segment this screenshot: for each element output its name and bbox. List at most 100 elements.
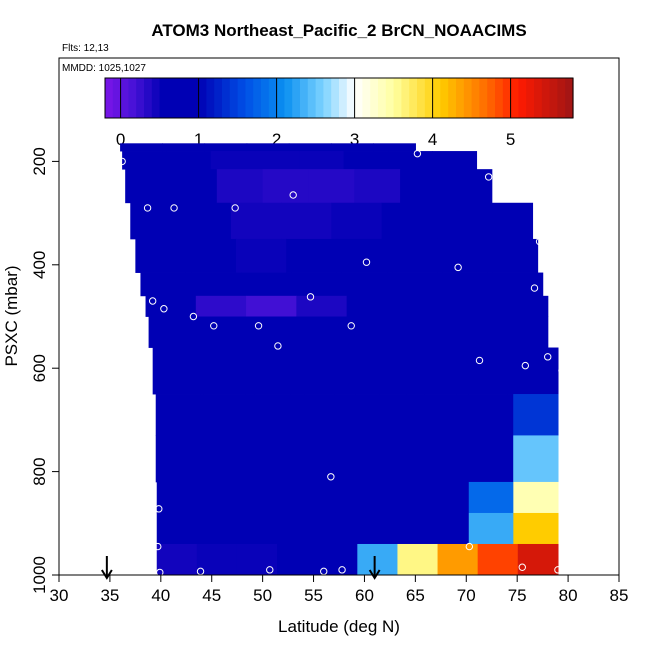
colorbar-cell: [526, 78, 535, 118]
heatmap-cell: [156, 512, 202, 545]
heatmap-cell: [348, 316, 399, 348]
heatmap-cell: [379, 435, 425, 483]
heatmap-cell: [281, 202, 332, 240]
data-point: [521, 361, 530, 370]
heatmap-cell: [171, 169, 218, 204]
x-tick-label: 80: [559, 586, 578, 605]
data-point: [306, 293, 315, 301]
data-point: [156, 568, 164, 577]
colorbar-cell: [151, 78, 161, 118]
heatmap-cell: [442, 272, 493, 297]
heatmap-cell: [331, 202, 383, 240]
heatmap-cell: [346, 295, 398, 317]
colorbar-cell: [534, 78, 543, 118]
y-axis: 200 400 600 800 1000: [30, 147, 60, 594]
heatmap-cell: [386, 238, 438, 273]
down-arrow-icon: [368, 556, 381, 580]
x-tick-label: 85: [610, 586, 629, 605]
heatmap-cell: [286, 238, 338, 273]
heatmap-cell: [507, 347, 559, 395]
colorbar-cell: [385, 78, 395, 118]
x-tick-label: 75: [508, 586, 527, 605]
heatmap-cell: [241, 272, 292, 297]
colorbar-tick-label: 4: [428, 130, 437, 149]
y-axis-label: PSXC (mbar): [2, 265, 21, 366]
data-points: [118, 149, 566, 577]
data-point: [530, 284, 539, 292]
heatmap-cell: [201, 512, 247, 545]
colorbar-cell: [245, 78, 254, 118]
heatmap-cell: [387, 151, 433, 170]
data-point: [484, 173, 493, 181]
heatmap-cell: [262, 169, 310, 204]
colorbar-cell: [401, 78, 410, 118]
colorbar-cell: [456, 78, 465, 118]
chart-title: ATOM3 Northeast_Pacific_2 BrCN_NOAACIMS: [151, 21, 526, 40]
colorbar-cell: [120, 78, 129, 118]
heatmap-cell: [235, 238, 287, 273]
heatmap-cell: [125, 169, 172, 204]
colorbar-cell: [346, 78, 356, 118]
heatmap-cell: [513, 481, 559, 514]
heatmap-cell: [135, 238, 187, 273]
colorbar-cell: [565, 78, 574, 118]
heatmap-cell: [432, 151, 478, 170]
colorbar-cell: [175, 78, 184, 118]
colorbar-cell: [183, 78, 192, 118]
heatmap-cell: [200, 435, 246, 483]
heatmap-cell: [190, 272, 242, 297]
data-point: [254, 322, 263, 330]
heatmap-cell: [245, 394, 291, 436]
data-point: [413, 149, 422, 158]
colorbar-cell: [393, 78, 402, 118]
heatmap-cell: [230, 202, 282, 240]
data-point: [170, 204, 178, 212]
y-tick-label: 600: [30, 354, 49, 382]
heatmap-cell: [468, 481, 514, 514]
data-point: [210, 322, 218, 330]
colorbar-cell: [354, 78, 363, 118]
colorbar-cell: [323, 78, 332, 118]
x-tick-label: 60: [355, 586, 374, 605]
heatmap-cell: [245, 481, 292, 514]
heatmap-cell: [341, 272, 393, 297]
colorbar-tick-label: 1: [194, 130, 203, 149]
data-point: [274, 342, 282, 350]
x-tick-label: 30: [50, 586, 69, 605]
heatmap-cell: [195, 295, 247, 317]
heatmap-cell: [336, 238, 388, 273]
heatmap-cell: [456, 347, 508, 395]
heatmap-cell: [334, 435, 380, 483]
heatmap-cell: [304, 347, 356, 395]
heatmap-cell: [423, 394, 470, 436]
heatmap-cell: [398, 316, 449, 348]
heatmap-cell: [236, 543, 278, 575]
colorbar-cell: [315, 78, 324, 118]
heatmap-cell: [513, 394, 559, 436]
colorbar-frame: [104, 77, 574, 119]
x-tick-label: 45: [202, 586, 221, 605]
heatmap-cell: [203, 347, 255, 395]
colorbar-tick-label: 3: [350, 130, 359, 149]
heatmap-cell: [497, 316, 549, 348]
heatmap-cell: [152, 347, 204, 395]
colorbar-cell: [105, 78, 114, 118]
heatmap-cell: [298, 316, 349, 348]
flights-label: Flts: 12,13: [62, 43, 109, 54]
heatmap-cell: [423, 435, 470, 483]
heatmap-cell: [335, 481, 381, 514]
heatmap-cell: [424, 512, 470, 545]
colorbar-cell: [300, 78, 309, 118]
colorbar-cell: [541, 78, 551, 118]
colorbar-cell: [198, 78, 207, 118]
heatmap-cell: [156, 543, 198, 575]
colorbar-cell: [502, 78, 512, 118]
heatmap-cell: [354, 169, 401, 204]
heatmap-cell: [424, 481, 470, 514]
colorbar-cell: [284, 78, 293, 118]
heatmap-cell: [290, 512, 336, 545]
heatmap-cell: [343, 151, 389, 170]
heatmap-cell: [288, 143, 332, 152]
heatmap-cell: [308, 169, 355, 204]
